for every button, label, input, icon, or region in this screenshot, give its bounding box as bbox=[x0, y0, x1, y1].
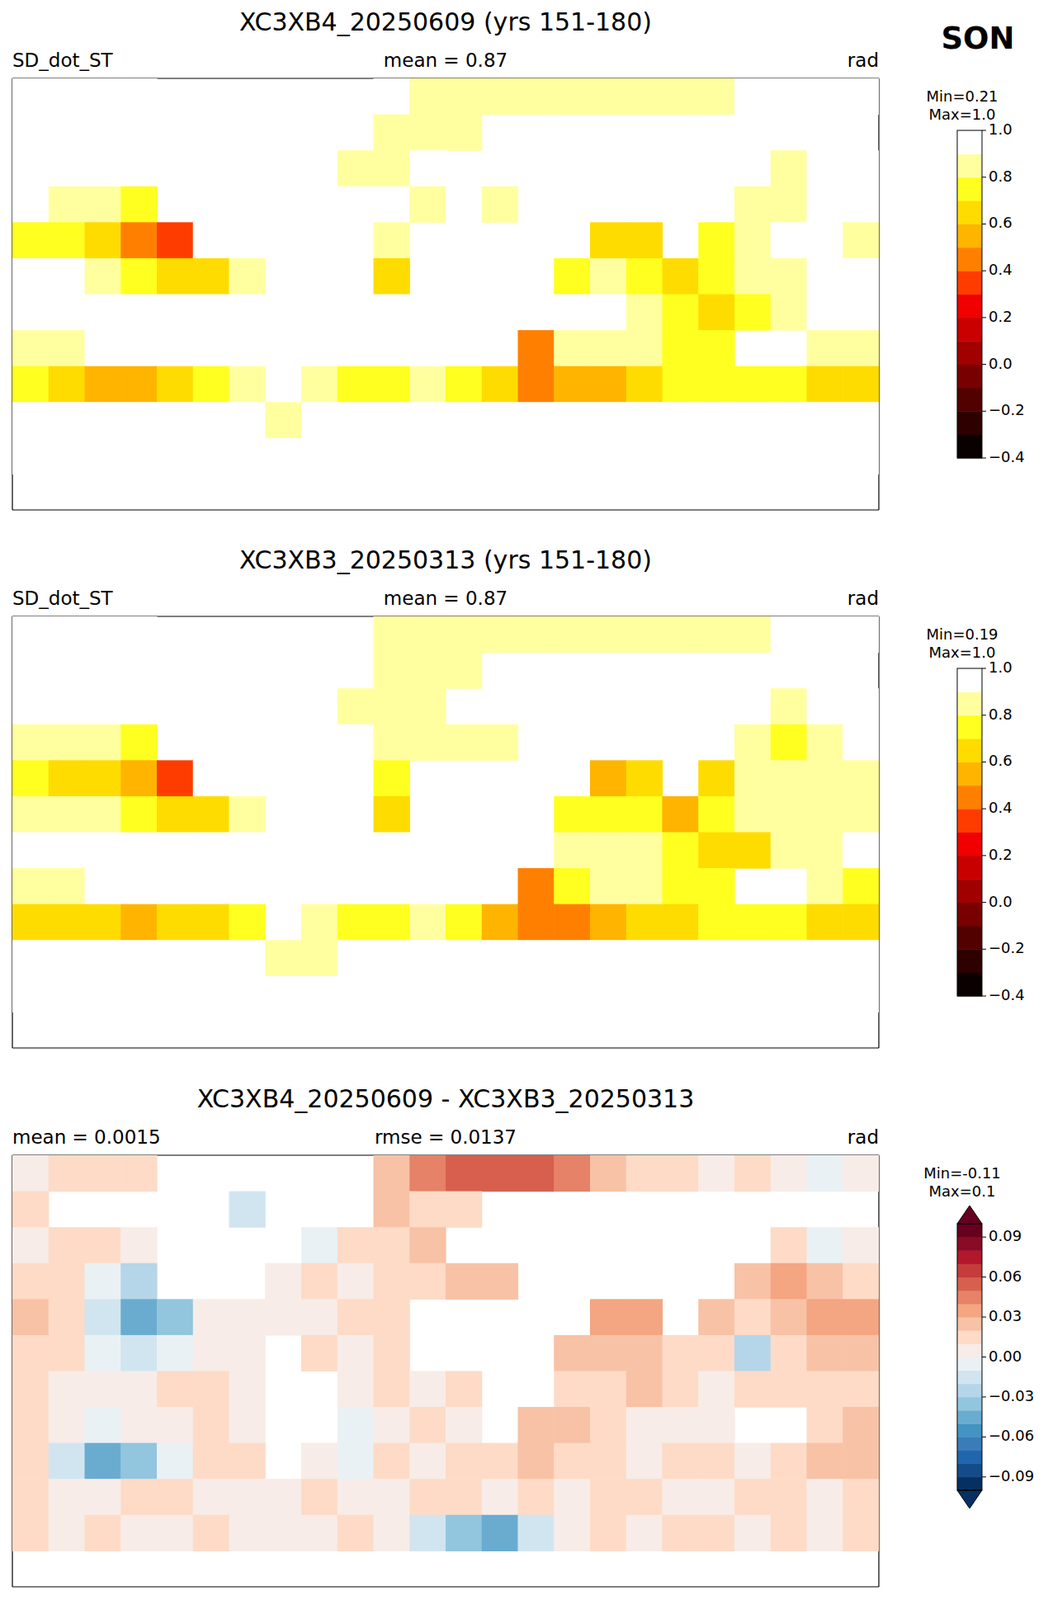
svg-text:0.2: 0.2 bbox=[988, 845, 1013, 864]
html-text:mean = 0.87: mean = 0.87 bbox=[383, 587, 508, 609]
html-text:SON: SON bbox=[941, 20, 1015, 57]
svg-text:−0.2: −0.2 bbox=[988, 939, 1025, 957]
svg-text:−0.2: −0.2 bbox=[988, 401, 1025, 419]
svg-text:0.8: 0.8 bbox=[988, 167, 1013, 185]
html-text:Max=1.0: Max=1.0 bbox=[928, 643, 996, 661]
html-text:Max=1.0: Max=1.0 bbox=[928, 105, 996, 123]
html-text:mean = 0.87: mean = 0.87 bbox=[383, 49, 508, 71]
svg-text:−0.03: −0.03 bbox=[988, 1387, 1034, 1405]
html-text:rad: rad bbox=[847, 1126, 879, 1148]
svg-text:0.09: 0.09 bbox=[988, 1227, 1022, 1245]
svg-text:0.03: 0.03 bbox=[988, 1307, 1022, 1325]
html-text:XC3XB4_20250609 - XC3XB3_20250: XC3XB4_20250609 - XC3XB3_20250313 bbox=[196, 1084, 695, 1114]
svg-text:0.4: 0.4 bbox=[988, 260, 1013, 279]
html-text:mean = 0.0015: mean = 0.0015 bbox=[12, 1126, 161, 1148]
svg-text:0.6: 0.6 bbox=[988, 213, 1013, 232]
html-text:XC3XB3_20250313 (yrs 151-180): XC3XB3_20250313 (yrs 151-180) bbox=[239, 545, 652, 575]
svg-text:0.8: 0.8 bbox=[988, 705, 1013, 723]
html-text:XC3XB4_20250609 (yrs 151-180): XC3XB4_20250609 (yrs 151-180) bbox=[239, 7, 652, 37]
html-text:Min=0.19: Min=0.19 bbox=[926, 625, 999, 643]
svg-text:0.0: 0.0 bbox=[988, 354, 1013, 373]
html-text:rad: rad bbox=[847, 49, 879, 71]
html-text:Min=-0.11: Min=-0.11 bbox=[923, 1164, 1001, 1182]
svg-text:−0.4: −0.4 bbox=[988, 448, 1025, 466]
svg-text:1.0: 1.0 bbox=[988, 120, 1013, 138]
svg-text:−0.09: −0.09 bbox=[988, 1467, 1034, 1485]
html-text:rad: rad bbox=[847, 587, 879, 609]
svg-text:1.0: 1.0 bbox=[988, 658, 1013, 676]
svg-text:0.4: 0.4 bbox=[988, 798, 1013, 817]
html-text:SD_dot_ST: SD_dot_ST bbox=[12, 49, 113, 71]
html-text:Max=0.1: Max=0.1 bbox=[928, 1182, 996, 1200]
svg-text:0.2: 0.2 bbox=[988, 307, 1013, 326]
svg-text:−0.4: −0.4 bbox=[988, 986, 1025, 1004]
svg-text:0.0: 0.0 bbox=[988, 892, 1013, 911]
html-text:SD_dot_ST: SD_dot_ST bbox=[12, 587, 113, 609]
html-text:Min=0.21: Min=0.21 bbox=[926, 87, 999, 105]
html-text:rmse = 0.0137: rmse = 0.0137 bbox=[374, 1126, 517, 1148]
svg-text:−0.06: −0.06 bbox=[988, 1426, 1034, 1445]
svg-text:0.06: 0.06 bbox=[988, 1267, 1022, 1285]
svg-text:0.00: 0.00 bbox=[988, 1347, 1022, 1365]
svg-text:0.6: 0.6 bbox=[988, 751, 1013, 770]
